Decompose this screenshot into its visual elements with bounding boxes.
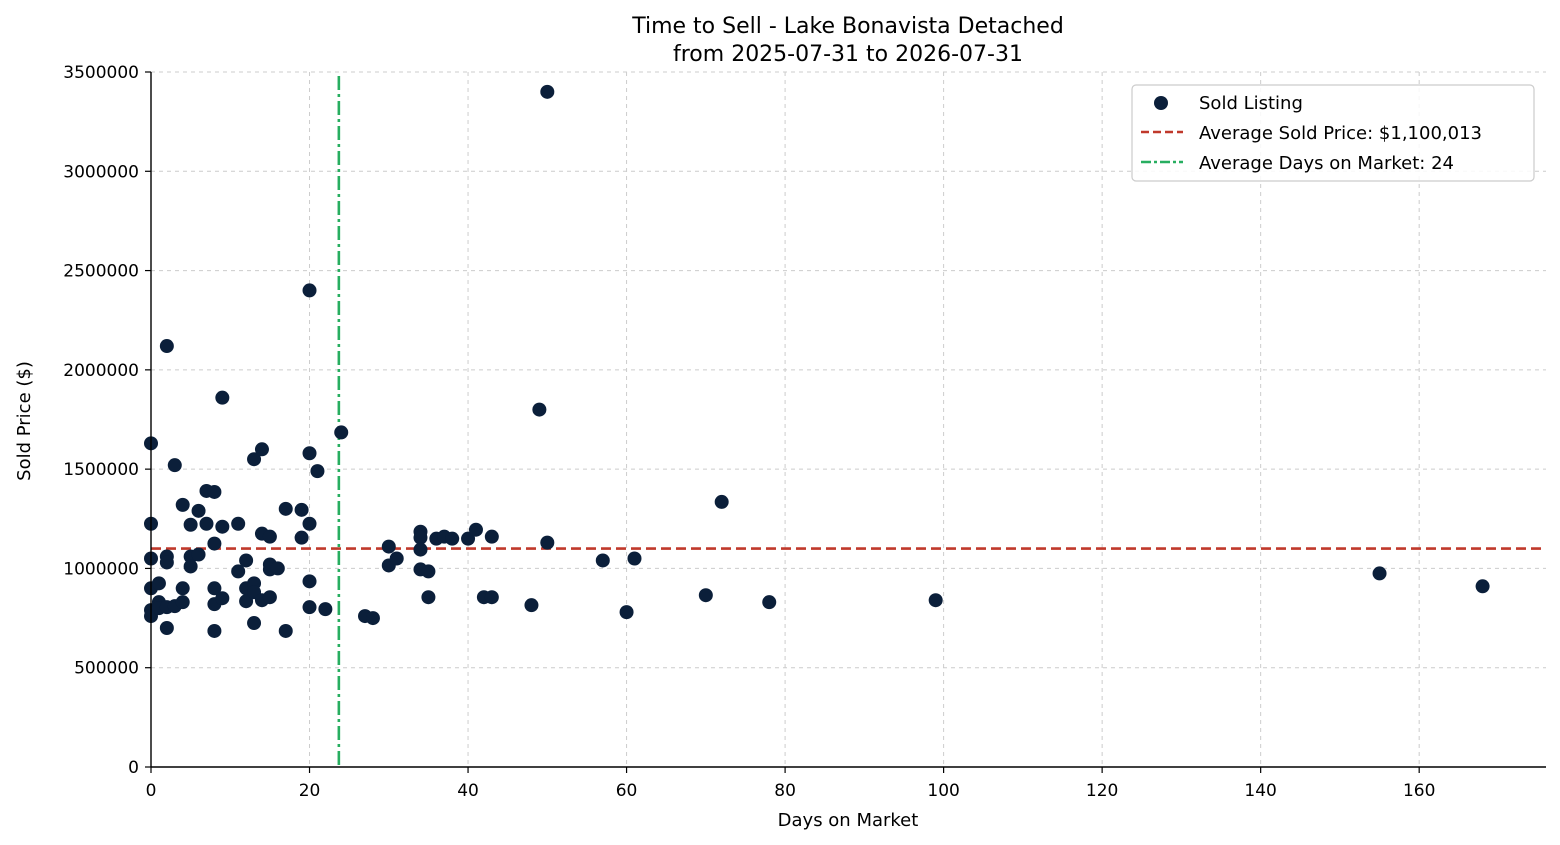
legend-box <box>1131 84 1535 182</box>
scatter-point <box>413 530 428 545</box>
scatter-point <box>445 531 460 546</box>
scatter-point <box>595 553 610 568</box>
scatter-point <box>159 555 174 570</box>
y-tick-label: 2500000 <box>63 262 139 282</box>
scatter-point <box>215 591 230 606</box>
scatter-point <box>619 605 634 620</box>
scatter-point <box>262 590 277 605</box>
x-tick-label: 160 <box>1403 781 1435 801</box>
scatter-point <box>461 531 476 546</box>
scatter-point <box>540 535 555 550</box>
scatter-point <box>318 602 333 617</box>
scatter-point <box>278 501 293 516</box>
scatter-point <box>302 600 317 615</box>
scatter-point <box>468 522 483 537</box>
scatter-point <box>191 547 206 562</box>
scatter-point <box>207 581 222 596</box>
y-axis-label: Sold Price ($) <box>14 361 35 481</box>
scatter-point <box>247 616 262 631</box>
scatter-point <box>302 446 317 461</box>
scatter-point <box>302 574 317 589</box>
scatter-point <box>207 623 222 638</box>
scatter-point <box>254 442 269 457</box>
scatter-point <box>191 503 206 518</box>
scatter-point <box>207 484 222 499</box>
scatter-point <box>294 502 309 517</box>
scatter-point <box>389 551 404 566</box>
scatter-point <box>524 598 539 613</box>
scatter-point <box>1475 579 1490 594</box>
scatter-point <box>183 559 198 574</box>
x-tick-label: 60 <box>616 781 638 801</box>
scatter-point <box>175 595 190 610</box>
scatter-point <box>714 494 729 509</box>
scatter-point <box>540 84 555 99</box>
scatter-point <box>270 561 285 576</box>
scatter-point <box>627 551 642 566</box>
scatter-point <box>239 553 254 568</box>
scatter-point <box>215 390 230 405</box>
x-tick-label: 140 <box>1244 781 1276 801</box>
y-tick-label: 0 <box>128 758 139 778</box>
scatter-point <box>175 497 190 512</box>
y-tick-label: 3000000 <box>63 162 139 182</box>
legend-label-average-days: Average Days on Market: 24 <box>1199 153 1454 174</box>
chart-subtitle: from 2025-07-31 to 2026-07-31 <box>673 42 1023 67</box>
x-tick-label: 100 <box>927 781 959 801</box>
scatter-point <box>199 516 214 531</box>
scatter-point <box>159 621 174 635</box>
y-tick-label: 3500000 <box>63 63 139 83</box>
scatter-point <box>484 590 499 605</box>
x-tick-label: 0 <box>146 781 157 801</box>
axes: 0 20 40 60 80 100 120 140 160 0 500000 1000000 15000… <box>63 63 1546 801</box>
scatter-point <box>175 581 190 596</box>
y-tick-label: 500000 <box>74 659 139 679</box>
scatter-point <box>698 588 713 603</box>
scatter-point <box>484 529 499 544</box>
x-tick-label: 120 <box>1086 781 1118 801</box>
scatter-point <box>278 623 293 638</box>
x-tick-label: 80 <box>774 781 796 801</box>
scatter-point <box>334 425 349 440</box>
data-points <box>144 84 1490 638</box>
x-axis-label: Days on Market <box>778 810 919 831</box>
scatter-point <box>1372 566 1387 581</box>
scatter-point <box>239 594 254 609</box>
scatter-point <box>159 339 174 354</box>
scatter-point <box>413 542 428 557</box>
scatter-point <box>231 516 246 531</box>
scatter-point <box>310 464 325 479</box>
scatter-point <box>262 529 277 544</box>
scatter-point <box>183 517 198 532</box>
scatter-point <box>421 590 436 605</box>
scatter-point <box>231 564 246 579</box>
scatter-point <box>928 593 943 608</box>
legend-label-sold-listing: Sold Listing <box>1199 93 1303 114</box>
scatter-point <box>294 530 309 545</box>
legend: Sold Listing Average Sold Price: $1,100,0… <box>1131 84 1535 182</box>
scatter-point <box>207 536 222 551</box>
scatter-point <box>167 458 182 473</box>
scatter-point <box>247 452 262 467</box>
scatter-point <box>421 564 436 579</box>
y-tick-label: 2000000 <box>63 361 139 381</box>
scatter-point <box>215 519 230 534</box>
scatter-point <box>151 576 166 591</box>
scatter-point <box>365 611 380 626</box>
scatter-point <box>302 283 317 298</box>
y-tick-label: 1000000 <box>63 559 139 579</box>
scatter-point <box>762 595 777 610</box>
scatter-point <box>302 516 317 531</box>
chart-title: Time to Sell - Lake Bonavista Detached <box>631 14 1064 39</box>
legend-label-average-price: Average Sold Price: $1,100,013 <box>1199 123 1482 144</box>
x-tick-label: 20 <box>299 781 321 801</box>
legend-point-marker <box>1154 96 1168 110</box>
x-tick-label: 40 <box>457 781 479 801</box>
y-tick-label: 1500000 <box>63 460 139 480</box>
scatter-point <box>381 539 396 554</box>
scatter-point <box>532 402 547 417</box>
